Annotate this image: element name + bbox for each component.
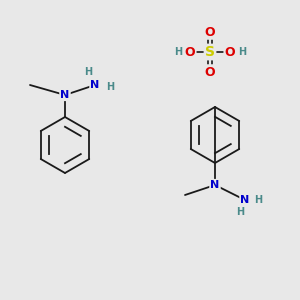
Text: O: O	[225, 46, 235, 59]
Text: S: S	[205, 45, 215, 59]
Text: N: N	[210, 180, 220, 190]
Text: O: O	[205, 65, 215, 79]
Text: O: O	[205, 26, 215, 38]
Text: H: H	[174, 47, 182, 57]
Text: H: H	[254, 195, 262, 205]
Text: O: O	[185, 46, 195, 59]
Text: N: N	[240, 195, 250, 205]
Text: H: H	[238, 47, 246, 57]
Text: N: N	[90, 80, 100, 90]
Text: H: H	[236, 207, 244, 217]
Text: H: H	[106, 82, 114, 92]
Text: N: N	[60, 90, 70, 100]
Text: H: H	[84, 67, 92, 77]
